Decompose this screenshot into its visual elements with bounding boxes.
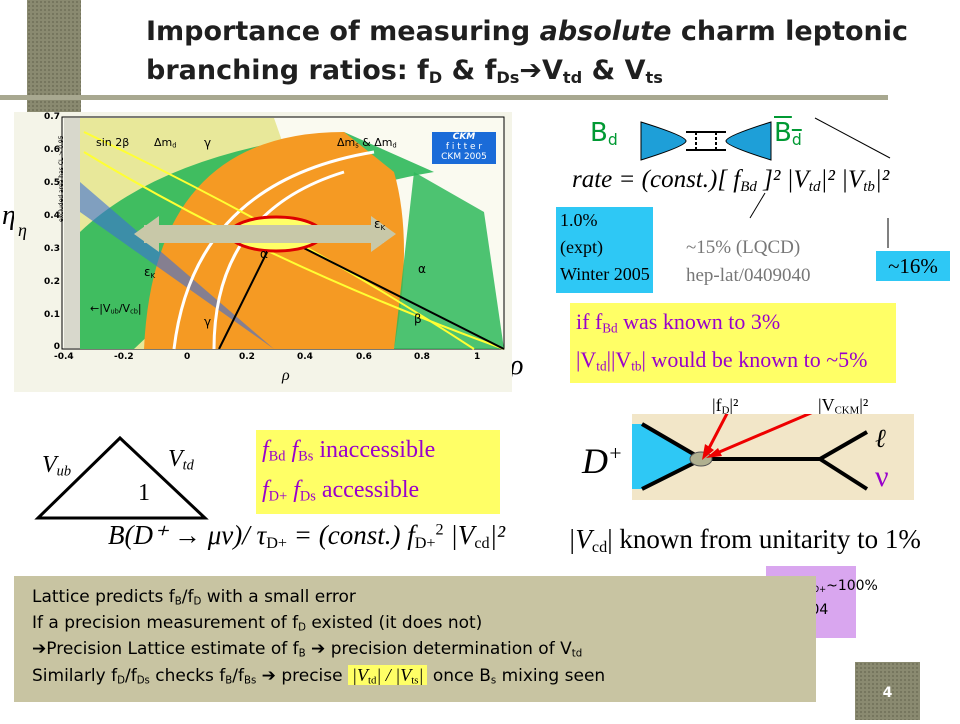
y-tick: 0.7 [44,112,60,122]
label-dmd: Δmd [154,136,177,150]
x-tick: -0.4 [54,352,74,362]
vcd-known-text: |Vcd| known from unitarity to 1% [568,524,921,557]
known-to-box: if fBd was known to 3% |Vtd||Vtb| would … [570,303,896,383]
experimental-error-box: 1.0% (expt) Winter 2005 [556,207,653,293]
x-tick: 0.6 [356,352,372,362]
ckm-fit-plot: 0.7 0.6 0.5 0.4 0.3 0.2 0.1 0 η -0.4 -0.… [14,112,512,392]
arrow-icon: ➔ [519,55,543,86]
label-alpha-right: α [418,262,426,276]
label-eps-k-right: εK [374,217,386,232]
arrow-icon: ➔ [32,639,47,659]
x-tick: 0 [184,352,191,362]
y-tick: 0.2 [44,277,60,287]
label-gamma-top: γ [204,136,212,150]
y-tick: 0.4 [44,211,60,221]
title-underline [0,95,888,100]
title-line-2: branching ratios: fD & fDs➔Vtd & Vts [146,55,663,88]
bdbar-label: Bd [774,118,802,149]
x-tick: 0.4 [297,352,313,362]
summary-line-3: ➔Precision Lattice estimate of fB ➔ prec… [32,639,583,660]
label-sin2b: sin 2β [96,136,130,149]
bd-label: Bd [590,118,618,149]
label-gamma-bottom: γ [204,315,212,329]
triangle-vub: Vub [42,452,72,480]
y-tick: 0 [53,342,60,352]
y-tick: 0.3 [44,244,60,254]
d-plus-label: D+ [582,441,623,481]
summary-line-1: Lattice predicts fB/fD with a small erro… [32,587,356,608]
page-title: Importance of measuring absolute charm l… [146,12,946,90]
y-axis-label: η [18,220,27,240]
x-axis-label: ρ [282,367,290,384]
decay-diagram-svg [632,402,869,491]
x-tick: 1 [474,352,481,362]
y-axis-ticks: 0.7 0.6 0.5 0.4 0.3 0.2 0.1 0 [36,112,60,352]
triangle-vtd: Vtd [168,446,194,474]
excluded-band [64,118,80,348]
y-tick: 0.6 [44,145,60,155]
x-tick: 0.2 [239,352,255,362]
label-beta: β [414,312,422,326]
eta-label-left: η [2,200,16,231]
y-tick: 0.5 [44,178,60,188]
rho-label-right: ρ [510,350,524,381]
box-diagram [640,121,772,161]
fd-squared-label: |fD|² [712,395,739,417]
neutrino-label: ν [875,460,889,493]
label-vub-vcb: ←|Vub/Vcb| [90,302,142,316]
sin2b-wedge [80,182,274,349]
label-excluded-area: excluded area has CL > 0.95 [58,135,65,222]
decay-diagram: ℓ ν [632,402,914,500]
lqcd-error: ~15% (LQCD) hep-lat/0409040 [686,237,811,286]
summary-line-2: If a precision measurement of fD existed… [32,613,483,634]
label-eps-k-left: εK [144,265,156,280]
ckm-triangle [34,435,209,520]
label-dms-dmd: Δms & Δmd [337,136,397,150]
x-tick: -0.2 [114,352,134,362]
vtd-vts-ratio: |Vtd| / |Vts| [348,665,428,686]
page-number: 4 [855,662,920,720]
rate-formula: rate = (const.)[ fBd ]² |Vtd|² |Vtb|² [572,166,890,195]
label-alpha-mid: α [260,247,268,261]
summary-line-4: Similarly fD/fDs checks fB/fBs ➔ precise… [32,665,606,687]
vtb-error-box: ~16% [876,251,950,281]
title-line-1: Importance of measuring absolute charm l… [146,16,909,47]
summary-box: Lattice predicts fB/fD with a small erro… [14,576,816,702]
ckm-logo [432,132,496,164]
vckm-squared-label: |VCKM|² [818,395,869,417]
x-tick: 0.8 [414,352,430,362]
x-axis-ticks: -0.4 -0.2 0 0.2 0.4 0.6 0.8 1 [44,352,514,366]
ckm-logo-text: CKM f i t t e r CKM 2005 [441,132,487,162]
branching-fraction-formula: B(D⁺ → μν)/ τD+ = (const.) fD+2 |Vcd|² [108,520,506,553]
ckm-plot-svg [61,116,505,350]
accessibility-box: fBd fBs inaccessible fD+ fDs accessible [256,430,500,514]
y-tick: 0.1 [44,310,60,320]
alpha-band [394,172,504,349]
lepton-label: ℓ [875,424,886,453]
triangle-side-one: 1 [138,480,150,506]
